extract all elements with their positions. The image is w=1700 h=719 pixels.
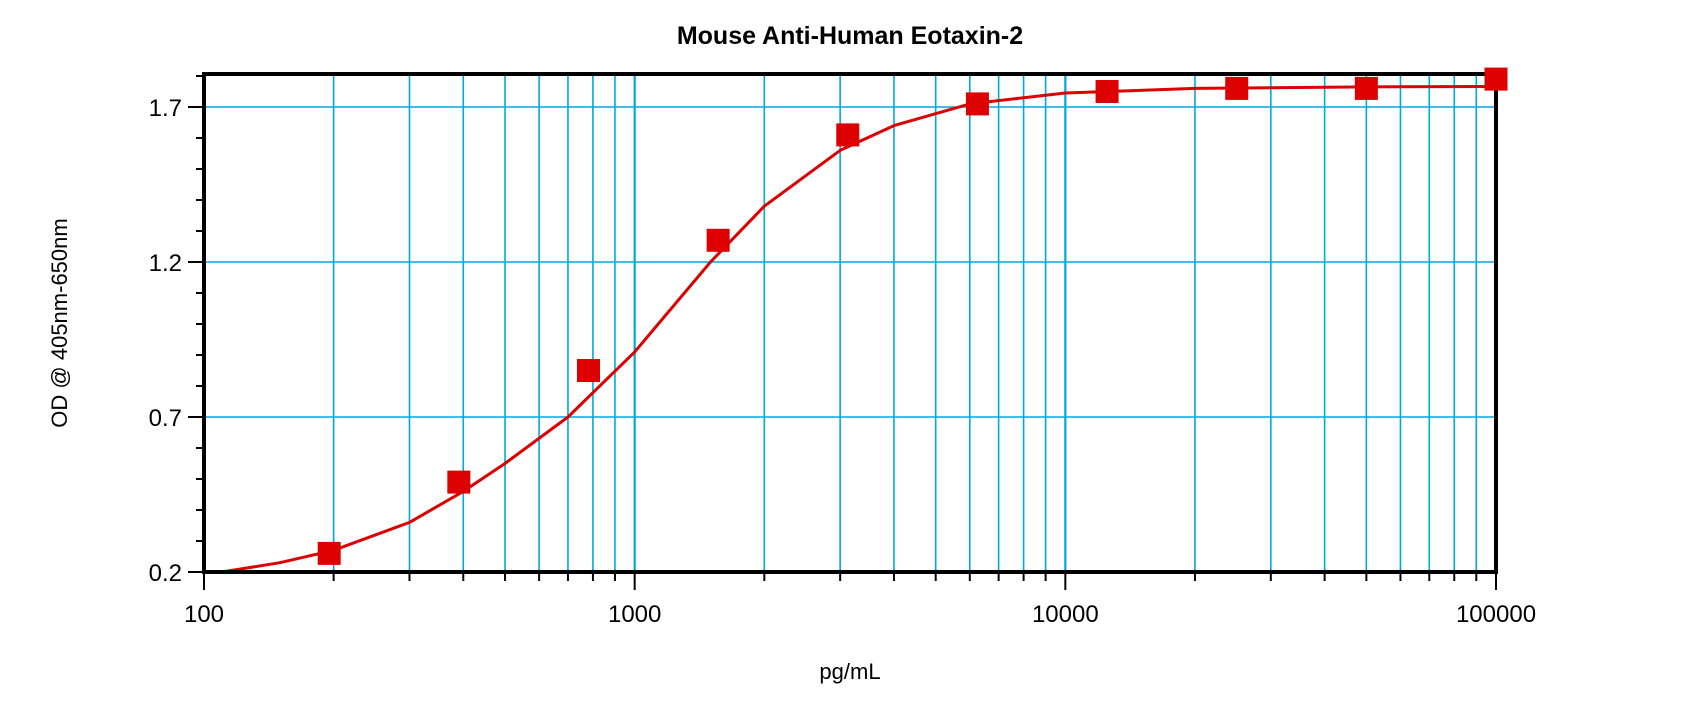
data-point-square bbox=[447, 470, 471, 494]
y-tick-label: 0.2 bbox=[149, 560, 182, 587]
data-point-square bbox=[1354, 76, 1378, 100]
data-point-square bbox=[1225, 76, 1249, 100]
plot-border bbox=[202, 72, 1498, 574]
data-points bbox=[317, 67, 1508, 565]
data-point-square bbox=[836, 123, 860, 147]
y-tick-label: 1.2 bbox=[149, 250, 182, 277]
data-point-square bbox=[1095, 80, 1119, 103]
x-tick-label: 100000 bbox=[1456, 601, 1536, 628]
data-point-square bbox=[965, 92, 989, 116]
x-tick-label: 1000 bbox=[608, 601, 661, 628]
y-tick-label: 0.7 bbox=[149, 405, 182, 432]
chart-title: Mouse Anti-Human Eotaxin-2 bbox=[676, 22, 1024, 50]
data-point-square bbox=[1484, 67, 1508, 91]
gridlines bbox=[204, 74, 1496, 572]
data-point-square bbox=[706, 228, 730, 252]
x-tick-label: 100 bbox=[184, 601, 224, 628]
fitted-curve bbox=[221, 85, 1497, 574]
data-point-square bbox=[576, 359, 600, 382]
axis-ticks: 100 1000 10000 100000 0.2 0.7 1.2 1.7 bbox=[149, 75, 1536, 628]
x-axis-label: pg/mL bbox=[819, 659, 881, 684]
y-tick-label: 1.7 bbox=[149, 95, 182, 122]
plot-frame bbox=[202, 72, 1498, 574]
fitted-curve-line bbox=[221, 85, 1497, 574]
x-tick-label: 10000 bbox=[1032, 601, 1099, 628]
data-point-square bbox=[317, 541, 341, 565]
